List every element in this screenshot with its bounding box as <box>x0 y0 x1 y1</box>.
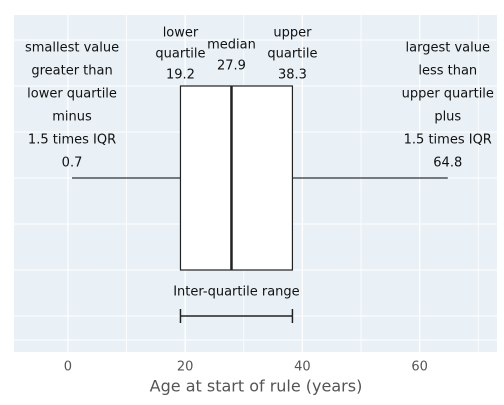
x-tick-label: 0 <box>64 360 72 375</box>
iqr-label: Inter-quartile range <box>173 285 299 300</box>
value-label: 38.3 <box>278 68 307 83</box>
annotation: largest value <box>406 41 490 56</box>
x-tick-label: 20 <box>177 360 194 375</box>
annotation: 1.5 times IQR <box>404 133 492 148</box>
x-tick-label: 40 <box>294 360 311 375</box>
value-label: 19.2 <box>166 68 195 83</box>
x-tick-label: 60 <box>411 360 428 375</box>
annotation: plus <box>434 110 461 125</box>
x-axis-label: Age at start of rule (years) <box>150 377 363 396</box>
annotation: lower quartile <box>27 87 117 102</box>
annotation: median <box>207 38 256 53</box>
annotation: less than <box>418 64 477 79</box>
value-label: 27.9 <box>217 59 246 74</box>
annotation: quartile <box>267 47 317 62</box>
annotation: upper <box>273 26 312 41</box>
annotation: 1.5 times IQR <box>28 133 116 148</box>
value-label: 0.7 <box>62 156 83 171</box>
annotation: smallest value <box>25 41 119 56</box>
annotation: quartile <box>155 47 205 62</box>
box <box>179 85 294 271</box>
annotation: upper quartile <box>402 87 494 102</box>
value-label: 64.8 <box>433 156 462 171</box>
annotation: lower <box>163 26 199 41</box>
annotation: minus <box>52 110 92 125</box>
annotation: greater than <box>31 64 112 79</box>
